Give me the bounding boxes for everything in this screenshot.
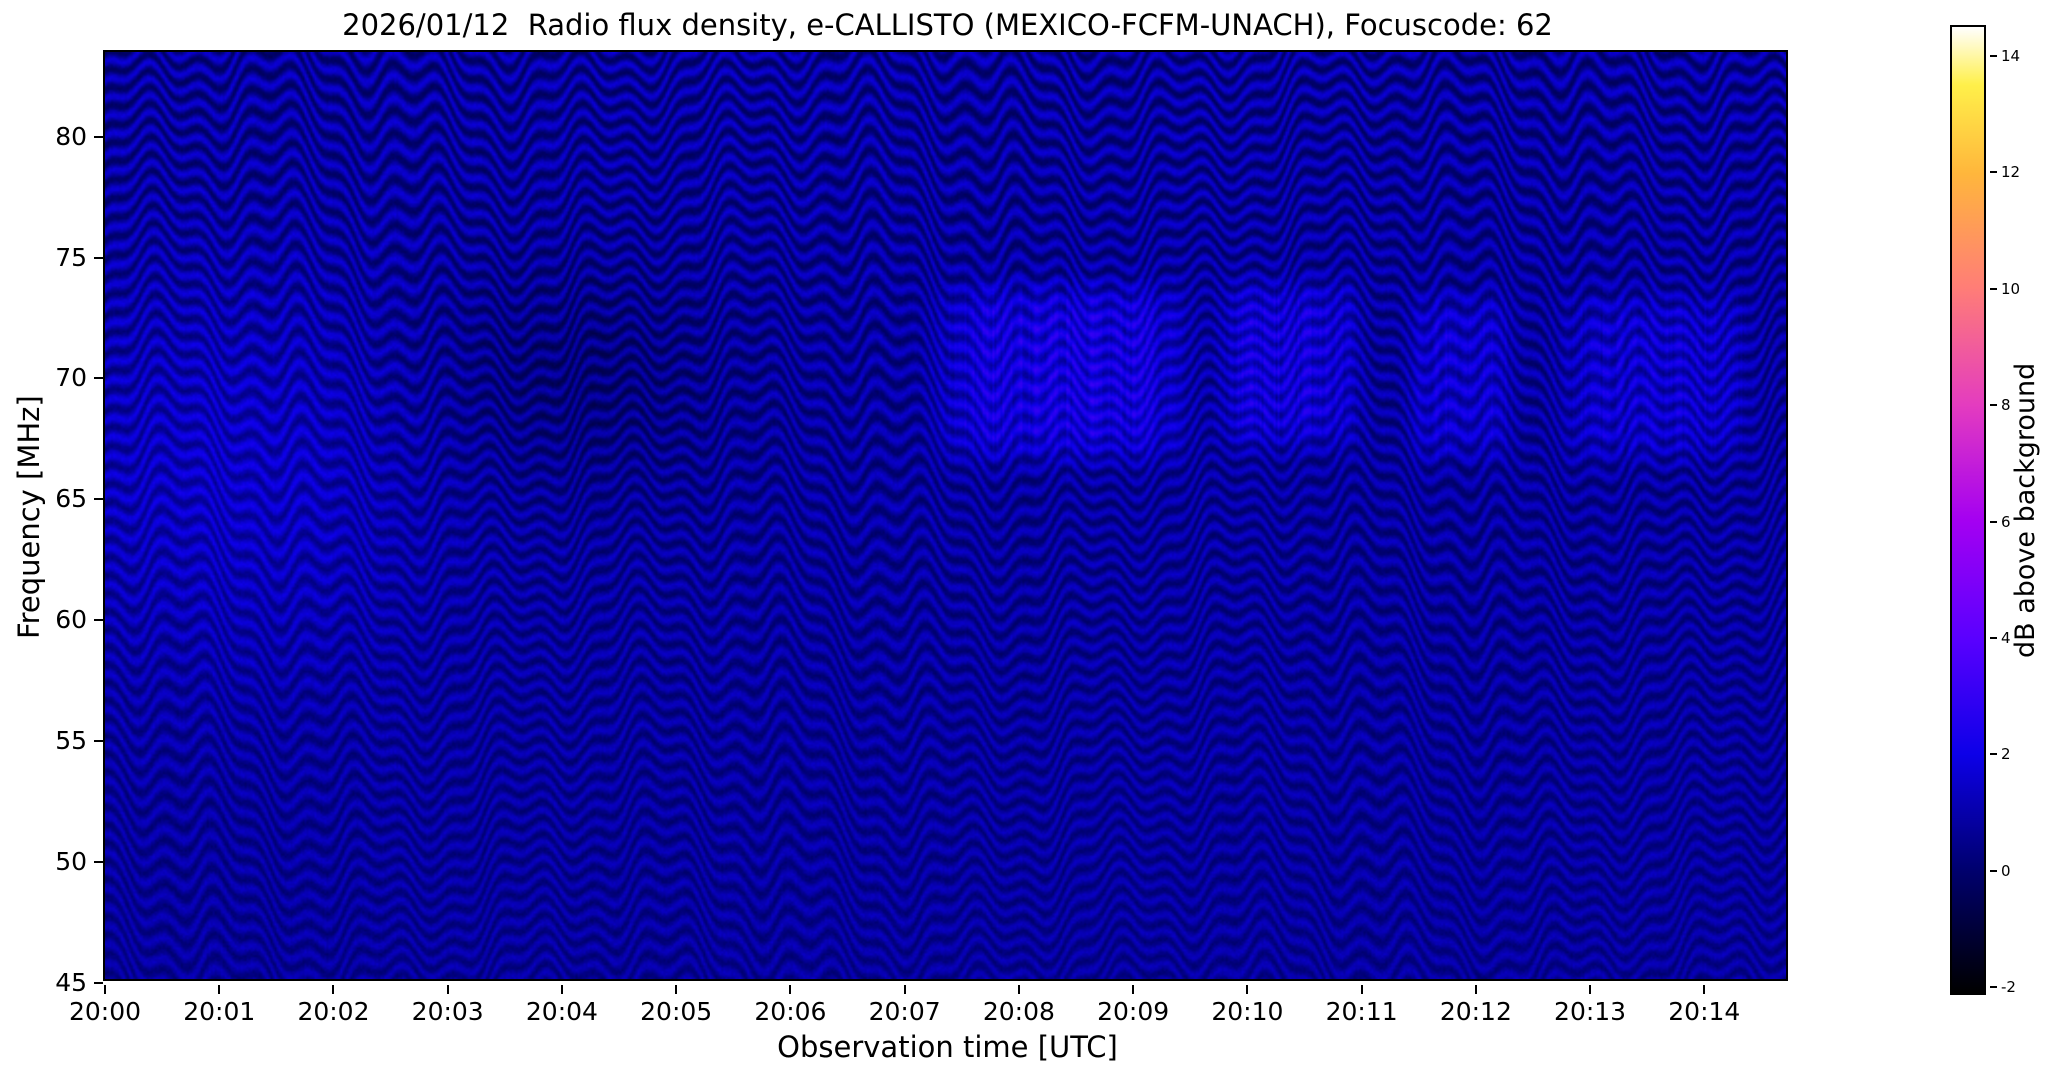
x-tick-label: 20:10 xyxy=(1211,997,1284,1026)
y-tick-label: 55 xyxy=(55,726,87,756)
colorbar-tick xyxy=(1990,753,1997,756)
x-tick xyxy=(1246,985,1249,994)
colorbar-tick-label: 6 xyxy=(2001,512,2011,531)
y-tick xyxy=(94,619,103,622)
x-tick-label: 20:08 xyxy=(982,997,1055,1026)
x-tick xyxy=(789,985,792,994)
y-tick xyxy=(94,982,103,984)
y-tick-label: 65 xyxy=(55,484,87,514)
colorbar-tick xyxy=(1990,404,1997,407)
colorbar-tick xyxy=(1990,986,1997,989)
y-tick-label: 80 xyxy=(55,121,87,151)
x-tick xyxy=(1703,985,1706,994)
x-tick-label: 20:01 xyxy=(183,997,256,1026)
colorbar-tick-label: 10 xyxy=(2001,279,2021,298)
colorbar-gradient xyxy=(1950,25,1986,995)
x-tick-label: 20:03 xyxy=(411,997,484,1026)
colorbar-tick xyxy=(1990,55,1997,58)
colorbar-tick-label: 14 xyxy=(2001,47,2021,66)
x-tick xyxy=(1474,985,1477,994)
x-tick xyxy=(1360,985,1363,994)
y-tick xyxy=(94,135,103,138)
colorbar-tick-label: 4 xyxy=(2001,629,2011,648)
x-tick-label: 20:11 xyxy=(1325,997,1398,1026)
y-tick xyxy=(94,861,103,864)
colorbar-tick xyxy=(1990,287,1997,290)
colorbar-tick xyxy=(1990,171,1997,174)
x-tick xyxy=(560,985,563,994)
y-tick xyxy=(94,498,103,501)
colorbar-tick xyxy=(1990,869,1997,872)
y-axis-label: Frequency [MHz] xyxy=(12,395,46,640)
x-tick xyxy=(218,985,221,994)
x-tick-label: 20:05 xyxy=(640,997,713,1026)
y-tick-label: 45 xyxy=(55,968,87,997)
y-tick-label: 70 xyxy=(55,363,87,393)
x-tick-label: 20:00 xyxy=(68,997,142,1026)
y-tick xyxy=(94,377,103,380)
colorbar-tick-label: 12 xyxy=(2001,163,2021,182)
y-tick xyxy=(94,256,103,259)
x-tick xyxy=(104,985,106,994)
colorbar-tick-label: -2 xyxy=(2001,978,2016,997)
x-tick-label: 20:04 xyxy=(525,997,598,1026)
chart-title: 2026/01/12 Radio flux density, e-CALLIST… xyxy=(342,8,1553,42)
x-tick xyxy=(675,985,678,994)
x-tick xyxy=(446,985,449,994)
x-tick-label: 20:12 xyxy=(1439,997,1512,1026)
x-tick xyxy=(903,985,906,994)
x-tick xyxy=(1589,985,1592,994)
y-tick-label: 60 xyxy=(55,605,87,635)
x-axis-label: Observation time [UTC] xyxy=(777,1030,1118,1064)
x-tick-label: 20:13 xyxy=(1554,997,1627,1026)
colorbar-tick-label: 2 xyxy=(2001,745,2011,764)
x-tick-label: 20:07 xyxy=(868,997,941,1026)
x-tick-label: 20:02 xyxy=(297,997,370,1026)
colorbar-tick-label: 0 xyxy=(2001,861,2011,880)
colorbar-tick-label: 8 xyxy=(2001,396,2011,415)
colorbar-tick xyxy=(1990,520,1997,523)
y-tick-label: 50 xyxy=(55,847,87,877)
y-tick xyxy=(94,740,103,743)
y-tick-label: 75 xyxy=(55,242,87,272)
x-tick xyxy=(1017,985,1020,994)
x-tick-label: 20:06 xyxy=(754,997,827,1026)
x-tick xyxy=(1132,985,1135,994)
x-tick-label: 20:14 xyxy=(1668,997,1741,1026)
x-tick xyxy=(332,985,335,994)
x-tick-label: 20:09 xyxy=(1097,997,1170,1026)
spectrogram-canvas xyxy=(103,50,1788,981)
colorbar-tick xyxy=(1990,637,1997,640)
